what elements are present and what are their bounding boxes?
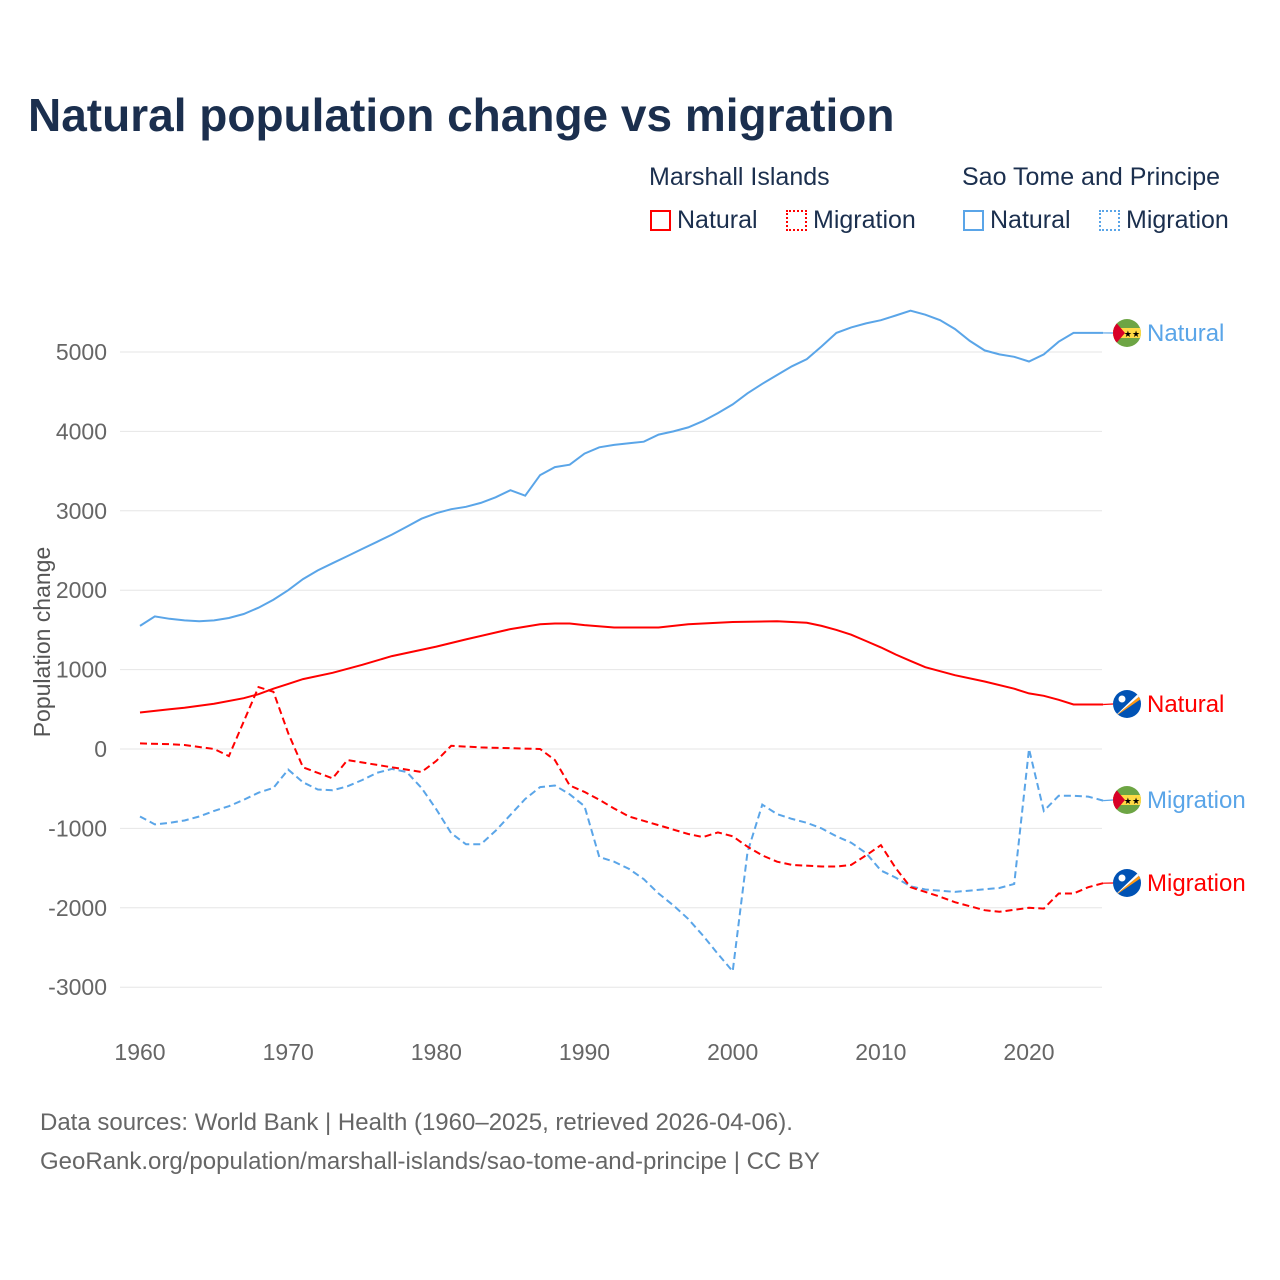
x-tick-label: 1960	[114, 1039, 165, 1065]
legend-swatch-dotted	[786, 210, 807, 231]
y-tick-label: -2000	[48, 895, 107, 921]
legend-swatch-solid	[963, 210, 984, 231]
y-tick-label: 5000	[56, 339, 107, 365]
y-tick-label: 3000	[56, 498, 107, 524]
sao-tome-flag-icon: ★★	[1113, 786, 1141, 814]
end-connector	[1103, 703, 1114, 706]
y-tick-label: -1000	[48, 815, 107, 841]
legend-group-marshall-islands: Marshall Islands	[649, 163, 830, 191]
y-tick-label: 4000	[56, 418, 107, 444]
series-line-marshall-islands-natural	[139, 620, 1104, 714]
legend-item-st-natural[interactable]: Natural	[963, 206, 1071, 235]
legend-label: Migration	[813, 206, 916, 234]
legend-item-mh-migration[interactable]: Migration	[786, 206, 916, 235]
series-line-sao-tome-and-principe-migration	[139, 748, 1104, 974]
sao-tome-flag-icon: ★★	[1113, 319, 1141, 347]
x-tick-label: 1980	[411, 1039, 462, 1065]
footer-sources: Data sources: World Bank | Health (1960–…	[40, 1109, 793, 1136]
end-label: Migration	[1147, 787, 1246, 814]
legend-label: Natural	[677, 206, 758, 234]
y-axis-label: Population change	[29, 547, 55, 738]
legend-swatch-dotted	[1099, 210, 1120, 231]
svg-text:★★: ★★	[1124, 329, 1140, 339]
legend-group-sao-tome: Sao Tome and Principe	[962, 163, 1221, 191]
end-label: Natural	[1147, 691, 1224, 718]
y-tick-label: 0	[94, 736, 107, 762]
x-tick-label: 2020	[1003, 1039, 1054, 1065]
svg-text:★★: ★★	[1124, 796, 1140, 806]
series-line-marshall-islands-migration	[139, 685, 1104, 913]
y-tick-label: 1000	[56, 657, 107, 683]
legend-swatch-solid	[650, 210, 671, 231]
series-line-sao-tome-and-principe-natural	[139, 309, 1104, 627]
chart-title: Natural population change vs migration	[28, 89, 895, 141]
footer-link[interactable]: GeoRank.org/population/marshall-islands/…	[40, 1148, 820, 1175]
end-label: Natural	[1147, 320, 1224, 347]
y-tick-label: -3000	[48, 974, 107, 1000]
legend-label: Natural	[990, 206, 1071, 234]
x-tick-label: 2010	[855, 1039, 906, 1065]
legend-label: Migration	[1126, 206, 1229, 234]
marshall-islands-flag-icon	[1113, 869, 1141, 897]
legend-item-st-migration[interactable]: Migration	[1099, 206, 1229, 235]
end-connector	[1103, 799, 1114, 802]
x-tick-label: 1970	[263, 1039, 314, 1065]
end-label: Migration	[1147, 870, 1246, 897]
y-tick-label: 2000	[56, 577, 107, 603]
x-tick-label: 2000	[707, 1039, 758, 1065]
x-tick-label: 1990	[559, 1039, 610, 1065]
marshall-islands-flag-icon	[1113, 690, 1141, 718]
legend-item-mh-natural[interactable]: Natural	[650, 206, 758, 235]
